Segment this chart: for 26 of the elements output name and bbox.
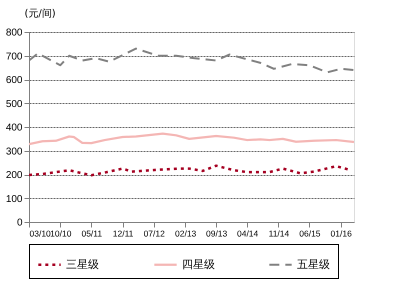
- y-tick-label: 500: [6, 98, 23, 110]
- line-series: [29, 164, 351, 176]
- legend-label: 四星级: [182, 258, 215, 271]
- y-tick-label: 100: [6, 194, 23, 205]
- y-axis-title: (元/间): [24, 8, 56, 20]
- x-tick-label: 03/10: [30, 228, 52, 238]
- y-tick-label: 400: [6, 122, 23, 134]
- y-tick-label: 300: [6, 146, 23, 158]
- x-tick-label: 05/11: [81, 228, 102, 238]
- x-tick-label: 11/14: [268, 228, 290, 238]
- legend-label: 三星级: [66, 258, 99, 271]
- x-tick-label: 07/12: [144, 228, 166, 238]
- y-tick-label: 200: [6, 170, 23, 181]
- line-series: [29, 132, 354, 146]
- x-tick-label: 12/11: [112, 228, 134, 238]
- x-tick-label: 04/14: [236, 228, 259, 238]
- legend-label: 五星级: [297, 258, 330, 271]
- x-tick-label: 09/13: [206, 228, 228, 238]
- y-tick-label: 700: [6, 51, 23, 62]
- x-tick-label: 06/15: [299, 228, 321, 238]
- y-tick-label: 800: [6, 28, 23, 38]
- x-tick-label: 10/10: [50, 228, 72, 238]
- x-tick-label: 02/13: [175, 228, 197, 238]
- y-tick-label: 0: [16, 218, 23, 228]
- y-tick-label: 600: [6, 75, 23, 86]
- x-tick-label: 01/16: [330, 228, 352, 238]
